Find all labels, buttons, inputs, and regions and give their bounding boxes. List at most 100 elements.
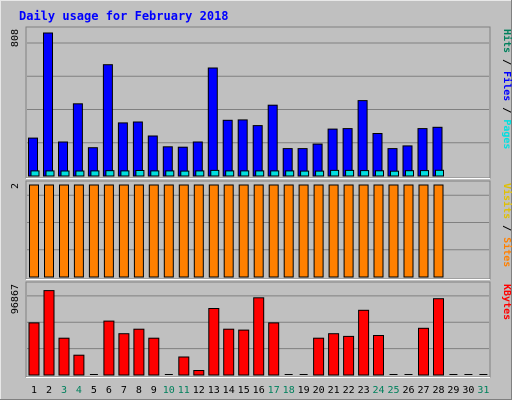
day-label-10: 10 xyxy=(163,385,175,396)
bar-pages-day-22 xyxy=(345,169,355,177)
bar-pages-day-27 xyxy=(420,170,429,177)
legend-kbytes: KBytes xyxy=(501,284,512,320)
bar-sites-day-7 xyxy=(118,184,129,278)
bar-sites-day-11 xyxy=(178,184,189,278)
bar-files-day-8 xyxy=(132,121,143,177)
bar-kbytes-day-4 xyxy=(73,354,85,376)
bar-sites-day-23 xyxy=(358,184,369,278)
bar-kbytes-day-17 xyxy=(268,322,280,376)
day-label-16: 16 xyxy=(253,385,265,396)
bar-files-day-15 xyxy=(237,119,248,177)
bar-files-day-6 xyxy=(102,64,113,177)
bar-files-day-9 xyxy=(147,135,158,177)
legend-entry: Sites xyxy=(501,237,512,267)
bar-kbytes-day-6 xyxy=(103,320,115,376)
day-label-19: 19 xyxy=(298,385,310,396)
bar-sites-day-9 xyxy=(148,184,159,278)
day-label-31: 31 xyxy=(477,385,489,396)
bar-kbytes-day-20 xyxy=(313,337,325,376)
bar-sites-day-6 xyxy=(103,184,114,278)
bar-pages-day-25 xyxy=(390,170,399,177)
bar-sites-day-13 xyxy=(208,184,219,278)
day-label-18: 18 xyxy=(283,385,295,396)
bar-sites-day-18 xyxy=(283,184,294,278)
bar-files-day-24 xyxy=(372,133,383,177)
day-label-20: 20 xyxy=(313,385,325,396)
bar-pages-day-28 xyxy=(435,169,444,177)
bar-pages-day-1 xyxy=(30,170,40,177)
legend-visits: Visits / Sites xyxy=(501,183,512,267)
bar-kbytes-day-9 xyxy=(148,337,160,376)
bar-pages-day-18 xyxy=(285,170,295,177)
day-label-21: 21 xyxy=(328,385,340,396)
day-label-12: 12 xyxy=(193,385,205,396)
bar-files-day-13 xyxy=(207,67,218,177)
bar-files-day-27 xyxy=(417,128,428,177)
bar-pages-day-14 xyxy=(225,170,235,177)
bar-pages-day-21 xyxy=(330,169,340,177)
bar-kbytes-day-22 xyxy=(343,335,355,376)
bar-sites-day-22 xyxy=(343,184,354,278)
bar-files-day-21 xyxy=(327,128,338,177)
panel-visits: 2 Visits / Sites xyxy=(10,180,512,280)
day-label-26: 26 xyxy=(402,385,414,396)
bar-pages-day-16 xyxy=(255,170,265,177)
panel-usage: 808 Hits / Files / Pages xyxy=(10,26,512,179)
bar-sites-day-8 xyxy=(133,184,144,278)
bar-pages-day-2 xyxy=(45,170,55,177)
day-label-6: 6 xyxy=(106,385,112,396)
bar-sites-day-19 xyxy=(298,184,309,278)
bar-sites-day-16 xyxy=(253,184,264,278)
day-label-24: 24 xyxy=(372,385,384,396)
bar-sites-day-15 xyxy=(238,184,249,278)
legend-entry: / xyxy=(501,219,512,237)
bar-pages-day-4 xyxy=(75,170,85,177)
bar-pages-day-6 xyxy=(105,170,115,177)
bar-sites-day-4 xyxy=(73,184,84,278)
bar-files-day-28 xyxy=(432,126,443,177)
bar-sites-day-10 xyxy=(163,184,174,278)
bar-sites-day-14 xyxy=(223,184,234,278)
day-label-30: 30 xyxy=(462,385,474,396)
bar-files-day-4 xyxy=(72,103,83,177)
day-labels: 1 2 3 4 5 6 7 8 9 10 11 12 13 14 15 16 17 18 19 20 21 22 23 24 2… xyxy=(31,385,489,396)
bar-pages-day-17 xyxy=(270,170,280,177)
bar-pages-day-8 xyxy=(135,170,145,177)
day-label-11: 11 xyxy=(178,385,190,396)
bar-pages-day-12 xyxy=(195,170,205,177)
bar-pages-day-24 xyxy=(375,170,384,177)
bar-files-day-23 xyxy=(357,100,368,177)
day-label-3: 3 xyxy=(61,385,67,396)
day-label-15: 15 xyxy=(238,385,250,396)
bar-sites-day-1 xyxy=(29,184,39,278)
bar-pages-day-3 xyxy=(60,170,70,177)
scale-label-usage: 808 xyxy=(10,29,21,47)
bar-pages-day-15 xyxy=(240,170,250,177)
legend-entry: KBytes xyxy=(501,284,512,320)
bar-sites-day-12 xyxy=(193,184,204,278)
bar-pages-day-5 xyxy=(90,170,100,177)
bar-files-day-17 xyxy=(267,104,278,177)
bar-sites-day-2 xyxy=(44,184,54,278)
bar-sites-day-26 xyxy=(403,184,414,278)
legend-entry: Pages xyxy=(501,119,512,149)
legend-entry: Visits xyxy=(501,183,512,219)
bar-kbytes-day-11 xyxy=(178,356,190,376)
bar-kbytes-day-16 xyxy=(253,297,265,376)
bar-files-day-7 xyxy=(117,122,128,177)
day-label-9: 9 xyxy=(151,385,157,396)
chart-panels: 808 Hits / Files / Pages 2 Visits / Sites 96… xyxy=(10,26,512,378)
day-label-7: 7 xyxy=(121,385,127,396)
bar-kbytes-day-13 xyxy=(208,308,220,376)
bar-files-day-14 xyxy=(222,119,233,177)
panel-kbytes: 96867 KBytes xyxy=(10,281,512,378)
bar-sites-day-20 xyxy=(313,184,324,278)
bar-pages-day-19 xyxy=(300,170,310,177)
scale-label-kbytes: 96867 xyxy=(10,284,21,314)
bar-files-day-22 xyxy=(342,128,353,177)
bar-pages-day-7 xyxy=(120,170,130,177)
bar-pages-day-20 xyxy=(315,170,325,177)
bar-kbytes-day-12 xyxy=(193,370,205,376)
